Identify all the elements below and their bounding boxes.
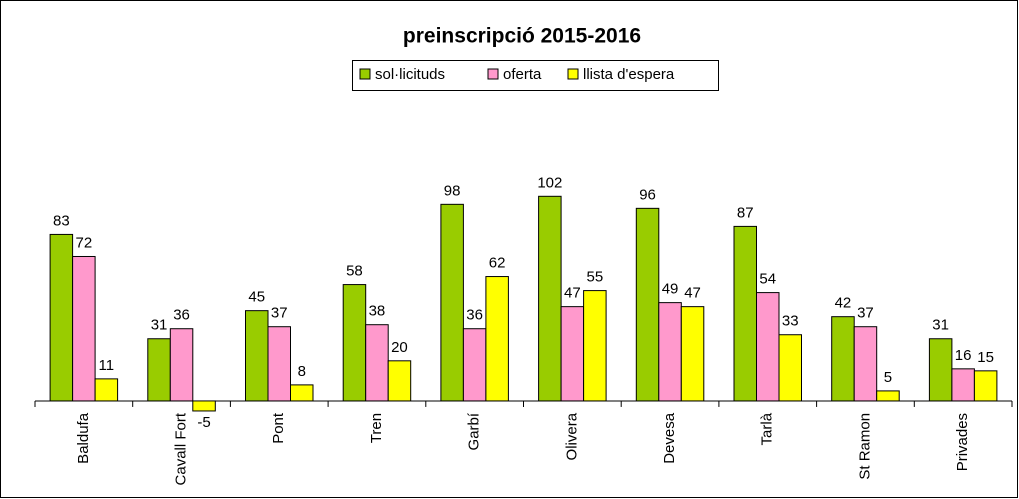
- bar: [365, 324, 389, 402]
- legend-label: llista d'espera: [583, 66, 675, 83]
- bar: [267, 326, 291, 402]
- data-label: 98: [444, 182, 461, 199]
- x-tick-label: St Ramon: [856, 413, 873, 480]
- bar: [973, 370, 998, 402]
- bar: [192, 400, 216, 412]
- legend-swatch: [567, 68, 579, 80]
- bar: [462, 328, 487, 402]
- x-tick-label: Tarlà: [759, 412, 776, 445]
- data-label: 31: [151, 317, 168, 334]
- bar: [245, 310, 269, 402]
- legend-frame: [352, 60, 719, 91]
- data-label: 96: [639, 186, 656, 203]
- data-label: 58: [346, 263, 363, 280]
- data-label: 5: [884, 369, 892, 386]
- data-label: 8: [298, 363, 306, 380]
- bar: [538, 195, 562, 402]
- data-label: 37: [271, 305, 288, 322]
- bar: [387, 360, 412, 402]
- x-tick-label: Baldufa: [75, 412, 92, 464]
- bar: [72, 255, 96, 402]
- legend-swatch: [487, 68, 499, 80]
- x-tick-label: Olivera: [563, 412, 580, 460]
- bar: [49, 233, 74, 402]
- bar: [583, 290, 607, 402]
- legend-label: oferta: [503, 66, 542, 83]
- bar: [635, 207, 660, 402]
- bar: [756, 292, 780, 402]
- bar: [680, 306, 705, 402]
- data-label: 54: [759, 271, 776, 288]
- bar: [147, 338, 171, 402]
- bar: [778, 334, 802, 402]
- bar: [658, 302, 682, 402]
- bar: [290, 384, 314, 402]
- bar: [560, 306, 585, 402]
- data-label: 31: [932, 317, 949, 334]
- x-tick-label: Cavall Fort: [173, 412, 190, 485]
- bar: [342, 284, 367, 402]
- data-label: 87: [737, 204, 754, 221]
- bar: [876, 390, 900, 402]
- x-tick-label: Tren: [368, 413, 385, 443]
- data-label: 45: [248, 289, 265, 306]
- data-label: 42: [835, 295, 852, 312]
- data-label: 47: [684, 285, 701, 302]
- data-label: 38: [369, 303, 386, 320]
- bar: [831, 316, 855, 402]
- data-label: 72: [76, 234, 93, 251]
- bar: [169, 328, 194, 402]
- data-label: 83: [53, 212, 70, 229]
- bar: [94, 378, 119, 402]
- x-tick-label: Devesa: [661, 412, 678, 464]
- data-label: 36: [466, 307, 483, 324]
- data-label: 62: [489, 255, 506, 272]
- data-label: 49: [662, 281, 679, 298]
- data-label: 33: [782, 313, 799, 330]
- data-label: 37: [857, 305, 874, 322]
- x-tick-label: Pont: [270, 412, 287, 444]
- bar: [928, 338, 953, 402]
- data-label: 11: [99, 357, 115, 374]
- x-tick-label: Privades: [954, 413, 971, 471]
- legend-swatch: [359, 68, 371, 80]
- legend-label: sol·licituds: [375, 66, 445, 83]
- bar: [440, 203, 464, 402]
- bar: [485, 276, 509, 402]
- x-tick-label: Garbí: [466, 412, 483, 450]
- bar: [733, 225, 757, 402]
- bar: [951, 368, 975, 402]
- data-label: 36: [173, 307, 190, 324]
- data-label: 47: [564, 285, 581, 302]
- data-label: 55: [587, 269, 604, 286]
- bar: [853, 326, 878, 402]
- data-label: 16: [955, 347, 972, 364]
- data-label: 20: [391, 339, 408, 356]
- data-label: 102: [537, 174, 562, 191]
- chart-title: preinscripció 2015-2016: [403, 25, 641, 48]
- data-label: 15: [977, 349, 994, 366]
- data-label: -5: [197, 414, 210, 431]
